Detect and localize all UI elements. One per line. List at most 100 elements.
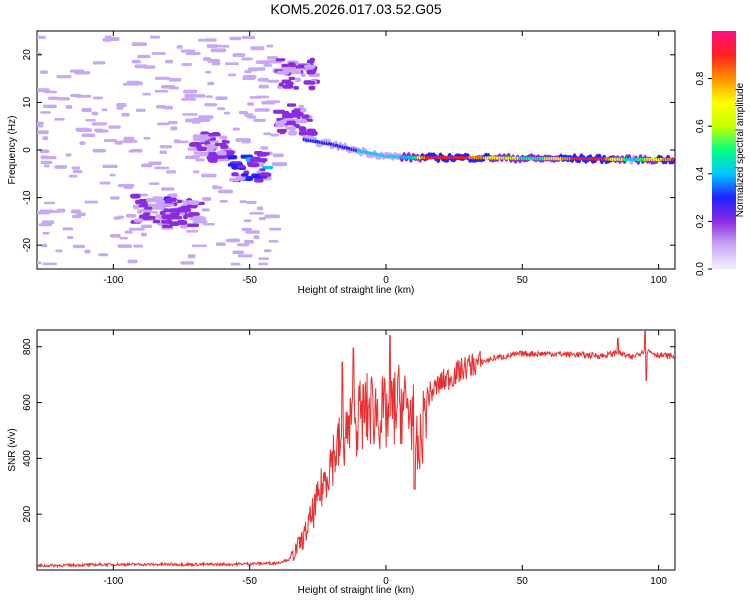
spectrogram-cell [185, 205, 197, 209]
spectrogram-cell [261, 100, 276, 105]
spectrogram-cell [101, 108, 108, 112]
spectrogram-cell [303, 80, 312, 85]
spectrogram-cell [56, 75, 72, 79]
spectrogram-cell [155, 105, 166, 109]
spectrogram-cell [41, 243, 48, 248]
spectrogram-cell [117, 184, 131, 187]
spectrogram-cell [268, 239, 279, 243]
spectrogram-cell [306, 69, 316, 75]
spectrogram-cell [179, 211, 186, 216]
spectrogram-cell [40, 111, 51, 114]
spectrogram-cell [223, 111, 231, 115]
spectrogram-cell [278, 82, 284, 87]
x-tick-label: -50 [242, 275, 257, 286]
x-tick-label: 100 [650, 576, 667, 587]
spectrogram-cell [109, 173, 116, 177]
spectrogram-cell [121, 112, 130, 117]
spectrogram-cell [291, 109, 300, 114]
spectrogram-cell [137, 209, 143, 215]
spectrogram-cell [196, 146, 208, 151]
spectrogram-cell [72, 169, 83, 174]
spectrogram-marks [37, 35, 675, 266]
spectrogram-cell [287, 62, 296, 67]
spectrogram-cell [263, 249, 272, 253]
spectrogram-cell [216, 158, 229, 162]
x-tick-label: -100 [103, 576, 123, 587]
spectrogram-cell [154, 89, 169, 93]
spectrogram-cell [258, 84, 269, 89]
snr-marks [37, 330, 675, 569]
spectrogram-cell [275, 58, 286, 62]
spectrogram-cell [251, 175, 262, 179]
spectrogram-cell [85, 119, 96, 122]
spectrogram-cell [207, 148, 214, 154]
spectrogram-cell [190, 141, 201, 147]
spectrogram-cell [235, 138, 251, 142]
spectrogram-cell [140, 224, 153, 228]
spectrogram-cell [133, 218, 144, 223]
spectrogram-cell [166, 170, 177, 174]
snr-x-axis: -100 -50 0 50 100 [103, 330, 667, 587]
spectrogram-cell [195, 94, 206, 98]
spectrogram-cell [134, 64, 148, 69]
spectrogram-cell [91, 122, 108, 126]
spectrogram-cell [227, 163, 235, 167]
spectrogram-cell [228, 73, 237, 77]
spectrogram-cell [280, 119, 287, 124]
spectrogram-cell [168, 121, 178, 125]
colorbar-tick-label: 0.2 [695, 214, 706, 228]
spectrogram-cell [154, 166, 170, 170]
spectrogram-cell [44, 90, 58, 94]
spectrogram-cell [74, 71, 91, 75]
spectrogram-cell [269, 227, 282, 231]
spectrogram-cell [245, 176, 253, 181]
spectrogram-cell [159, 145, 173, 149]
y-tick-label: 800 [22, 338, 33, 355]
spectrogram-cell [253, 177, 264, 183]
x-tick-label: 100 [650, 275, 667, 286]
spectrogram-cell [257, 77, 269, 82]
spectrogram-cell [77, 128, 93, 133]
spectrogram-cell [102, 164, 118, 169]
spectrogram-cell [257, 262, 268, 266]
spectrogram-cell [205, 70, 212, 74]
spectrogram-cell [301, 114, 310, 119]
spectrogram-cell [161, 224, 173, 229]
spectrogram-cell [229, 177, 240, 182]
x-tick-label: 0 [383, 576, 389, 587]
spectrogram-cell [214, 155, 226, 159]
spectrogram-cell [246, 200, 257, 204]
spectrogram-cell [57, 97, 70, 101]
spectrogram-cell [249, 212, 264, 215]
spectrogram-cell [137, 54, 151, 59]
spectrogram-cell [161, 214, 175, 220]
spectrogram-cell [256, 206, 264, 211]
spectrogram-cell [179, 223, 189, 229]
spectrogram-cell [192, 170, 200, 174]
spectrogram-cell [214, 142, 227, 147]
spectrogram-cell [227, 155, 238, 160]
spectrogram-cell [116, 103, 127, 107]
spectrogram-cell [306, 130, 318, 136]
spectrogram-cell [195, 158, 205, 162]
spectrogram-cell [190, 200, 199, 206]
spectrogram-cell [84, 249, 91, 254]
spectrogram-cell [182, 113, 198, 116]
spectrogram-cell [152, 219, 161, 224]
spectrogram-cell [270, 133, 280, 137]
spectrogram-cell [116, 106, 124, 110]
spectrogram-cell [192, 134, 205, 139]
spectrogram-cell [239, 200, 247, 203]
spectrogram-cell [232, 250, 245, 255]
spectrogram-cell [37, 124, 44, 128]
spectrogram-cell [181, 62, 192, 67]
spectrogram-cell [671, 157, 675, 162]
spectrogram-cell [181, 97, 197, 101]
spectrogram-cell [117, 244, 133, 248]
spectrogram-cell [146, 197, 155, 203]
spectrogram-cell [99, 181, 111, 185]
spectrogram-cell [37, 121, 45, 125]
colorbar-ticks: 0.0 0.2 0.4 0.6 0.8 [695, 71, 712, 276]
spectrogram-cell [254, 158, 268, 162]
spectrogram-cell [117, 215, 125, 219]
